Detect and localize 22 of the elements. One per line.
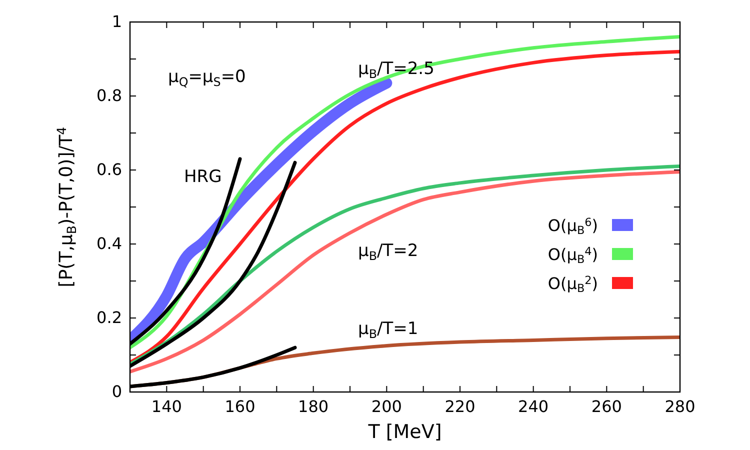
y-tick-label: 1 xyxy=(112,12,122,31)
annotation: μ$_{B}$/T=2 xyxy=(358,241,418,263)
x-tick-label: 160 xyxy=(224,397,256,416)
y-tick-label: 0 xyxy=(112,382,122,401)
x-tick-label: 260 xyxy=(591,397,622,416)
y-tick-label: 0.4 xyxy=(96,234,122,253)
annotation: μ$_{B}$/T=1 xyxy=(358,319,418,341)
annotation: μ$_{Q}$=μ$_{S}$=0 xyxy=(168,67,246,89)
annotation: HRG xyxy=(184,167,222,187)
x-tick-label: 140 xyxy=(151,397,182,416)
legend-label: O(μ$_{B}$$^{6}$) xyxy=(548,216,598,238)
x-tick-label: 280 xyxy=(664,397,696,416)
x-tick-label: 220 xyxy=(444,397,476,416)
y-tick-label: 0.8 xyxy=(96,86,122,105)
legend-label: O(μ$_{B}$$^{2}$) xyxy=(548,274,598,296)
y-tick-label: 0.6 xyxy=(96,160,122,179)
x-tick-label: 240 xyxy=(518,397,549,416)
y-tick-label: 0.2 xyxy=(96,308,122,327)
x-tick-label: 200 xyxy=(371,397,402,416)
legend-label: O(μ$_{B}$$^{4}$) xyxy=(548,245,598,266)
x-axis-title: T [MeV] xyxy=(367,421,442,443)
x-tick-label: 180 xyxy=(298,397,329,416)
